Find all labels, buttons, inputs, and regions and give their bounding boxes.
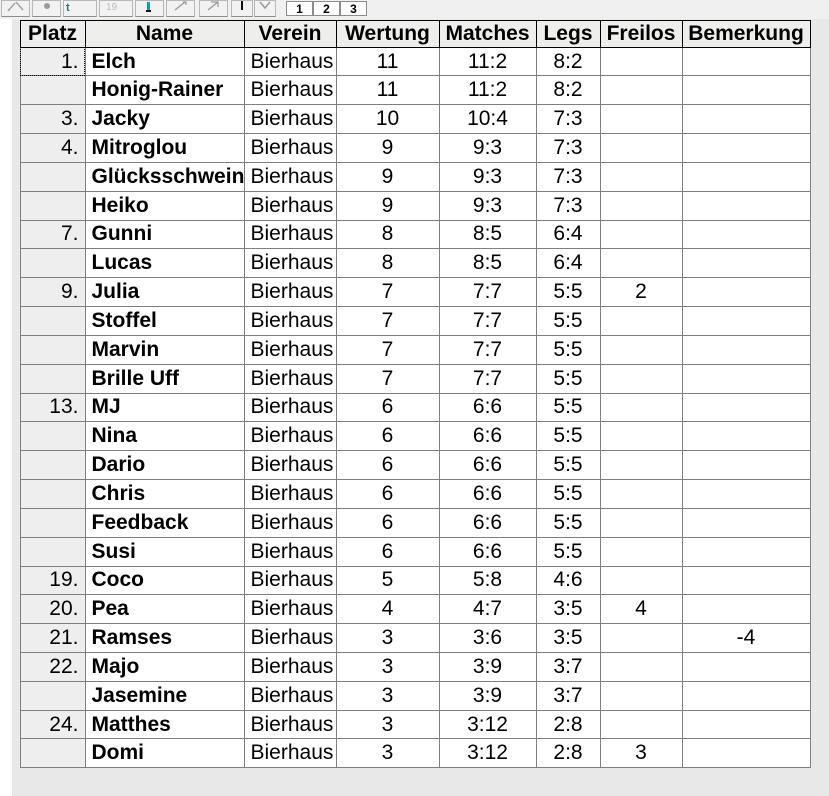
svg-text:t: t [66, 2, 70, 13]
svg-text:19: 19 [106, 2, 118, 12]
